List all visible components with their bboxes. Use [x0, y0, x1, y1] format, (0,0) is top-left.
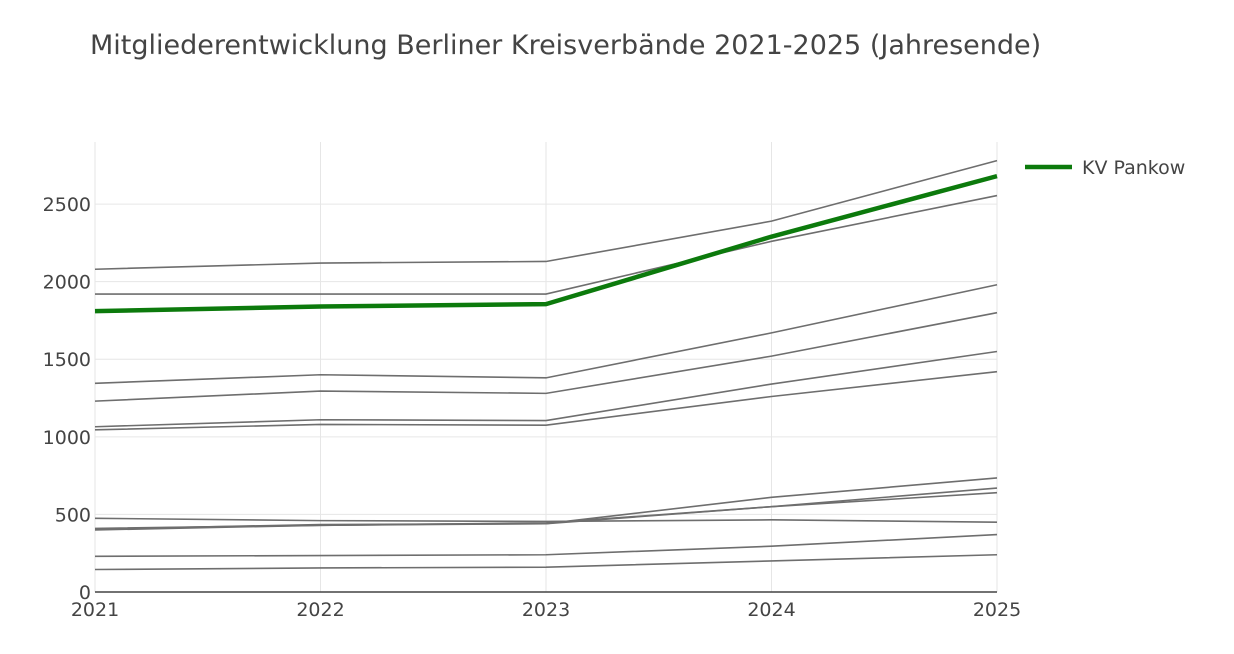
- series-line[interactable]: [95, 194, 998, 295]
- legend-label-kv-pankow[interactable]: KV Pankow: [1082, 157, 1185, 179]
- series-line[interactable]: [94, 533, 998, 558]
- series-line[interactable]: [94, 517, 998, 523]
- series-line[interactable]: [94, 370, 998, 431]
- series-line[interactable]: [94, 283, 998, 385]
- series-layer: [94, 159, 998, 571]
- y-tick-label: 2000: [43, 272, 91, 294]
- legend[interactable]: KV Pankow: [1025, 157, 1185, 179]
- x-tick-label: 2022: [296, 599, 344, 621]
- y-tick-label: 1500: [43, 349, 91, 371]
- chart-title: Mitgliederentwicklung Berliner Kreisverb…: [90, 30, 1042, 61]
- x-tick-label: 2021: [71, 599, 119, 621]
- series-line-kv-pankow[interactable]: [94, 173, 998, 314]
- series-line[interactable]: [94, 491, 998, 530]
- series-line[interactable]: [94, 159, 998, 271]
- axis-layer: 2021 2022 2023 2024 2025 0 500 1000 1500 2000 2500: [43, 194, 1022, 621]
- y-tick-label: 2500: [43, 194, 91, 216]
- y-tick-label: 0: [79, 582, 91, 604]
- series-line[interactable]: [94, 553, 998, 571]
- x-tick-label: 2024: [747, 599, 795, 621]
- grid-layer: [94, 142, 998, 592]
- series-line[interactable]: [94, 350, 998, 428]
- x-tick-label: 2025: [973, 599, 1021, 621]
- series-line[interactable]: [94, 311, 998, 402]
- x-tick-label: 2023: [522, 599, 570, 621]
- y-tick-label: 1000: [43, 427, 91, 449]
- y-tick-label: 500: [55, 504, 91, 526]
